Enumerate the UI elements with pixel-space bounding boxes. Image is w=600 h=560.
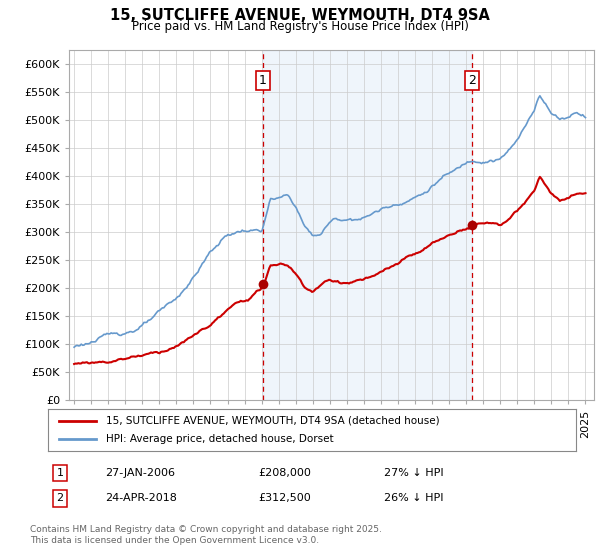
- Text: 2: 2: [467, 74, 476, 87]
- Text: 15, SUTCLIFFE AVENUE, WEYMOUTH, DT4 9SA: 15, SUTCLIFFE AVENUE, WEYMOUTH, DT4 9SA: [110, 8, 490, 24]
- Text: £208,000: £208,000: [258, 468, 311, 478]
- Text: Contains HM Land Registry data © Crown copyright and database right 2025.
This d: Contains HM Land Registry data © Crown c…: [30, 525, 382, 545]
- Text: Price paid vs. HM Land Registry's House Price Index (HPI): Price paid vs. HM Land Registry's House …: [131, 20, 469, 32]
- Text: £312,500: £312,500: [258, 493, 311, 503]
- Text: 2: 2: [56, 493, 64, 503]
- Text: 1: 1: [56, 468, 64, 478]
- Text: 27% ↓ HPI: 27% ↓ HPI: [384, 468, 443, 478]
- Text: 26% ↓ HPI: 26% ↓ HPI: [384, 493, 443, 503]
- Text: 1: 1: [259, 74, 267, 87]
- Bar: [263, 50, 472, 400]
- Text: 24-APR-2018: 24-APR-2018: [105, 493, 177, 503]
- Text: 27-JAN-2006: 27-JAN-2006: [105, 468, 175, 478]
- Text: 15, SUTCLIFFE AVENUE, WEYMOUTH, DT4 9SA (detached house): 15, SUTCLIFFE AVENUE, WEYMOUTH, DT4 9SA …: [106, 416, 440, 426]
- Text: HPI: Average price, detached house, Dorset: HPI: Average price, detached house, Dors…: [106, 434, 334, 444]
